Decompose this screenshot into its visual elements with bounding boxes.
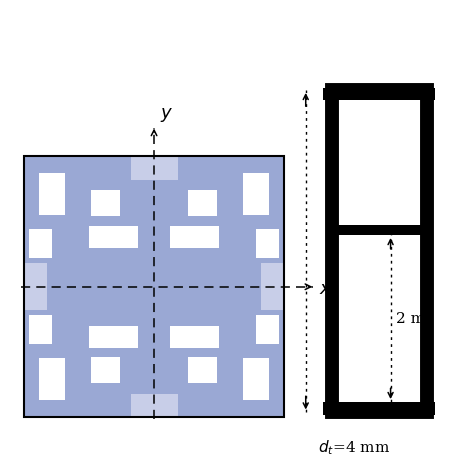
Bar xyxy=(91,190,120,216)
Bar xyxy=(24,156,154,287)
Bar xyxy=(24,156,284,417)
Text: 2 m: 2 m xyxy=(396,311,425,326)
Text: $x$: $x$ xyxy=(319,280,332,298)
Bar xyxy=(323,88,435,100)
Bar xyxy=(332,90,427,412)
Text: $d_t$=4 mm: $d_t$=4 mm xyxy=(318,438,390,457)
Bar xyxy=(91,357,120,383)
Bar xyxy=(256,316,279,344)
Polygon shape xyxy=(24,156,154,287)
Bar xyxy=(89,226,138,247)
Bar xyxy=(24,287,154,417)
Bar xyxy=(39,173,65,215)
Polygon shape xyxy=(154,156,284,287)
Bar xyxy=(24,156,284,417)
Bar xyxy=(336,225,423,235)
Polygon shape xyxy=(154,287,284,417)
Bar xyxy=(29,316,52,344)
Text: $y$: $y$ xyxy=(160,106,173,124)
Bar xyxy=(89,326,138,348)
Bar xyxy=(323,402,435,415)
Bar xyxy=(243,173,269,215)
Bar xyxy=(154,287,284,417)
Bar xyxy=(188,190,217,216)
Bar xyxy=(243,358,269,400)
Bar xyxy=(170,226,219,247)
Polygon shape xyxy=(24,287,154,417)
Bar xyxy=(188,357,217,383)
Bar xyxy=(29,229,52,258)
Bar xyxy=(256,229,279,258)
Bar xyxy=(154,156,284,287)
Bar xyxy=(170,326,219,348)
Bar xyxy=(39,358,65,400)
